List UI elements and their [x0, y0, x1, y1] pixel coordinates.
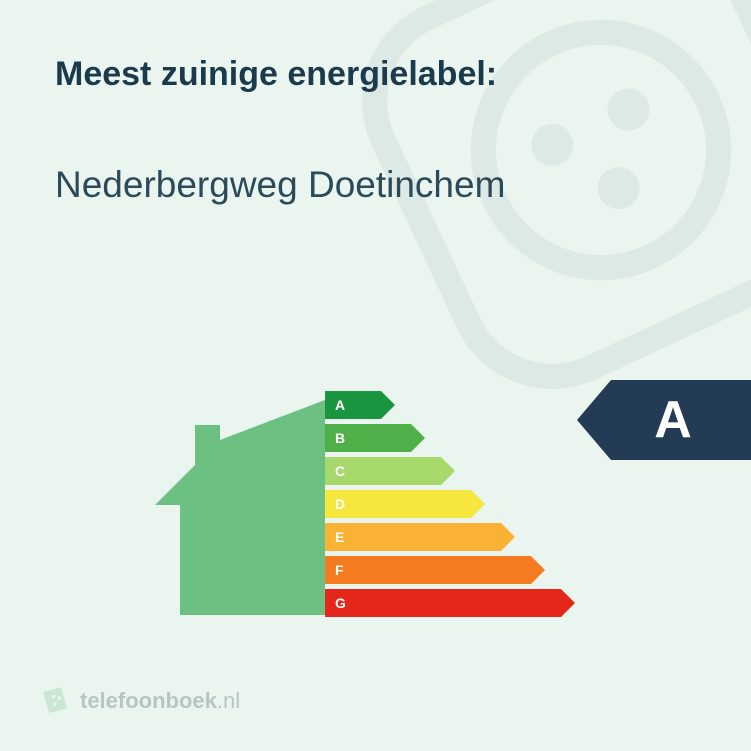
footer-brand-text: telefoonboek.nl	[80, 688, 240, 714]
energy-bar-tip	[501, 523, 515, 551]
page-title: Meest zuinige energielabel:	[55, 55, 696, 94]
energy-bar-label: D	[325, 490, 471, 518]
selected-label-letter: A	[611, 380, 751, 460]
energy-bar-d: D	[325, 487, 575, 520]
selected-label-badge: A	[577, 380, 751, 460]
energy-bar-f: F	[325, 553, 575, 586]
energy-bar-tip	[471, 490, 485, 518]
telefoonboek-logo-icon	[40, 686, 70, 716]
energy-bars: ABCDEFG	[325, 388, 575, 619]
energy-bar-label: B	[325, 424, 411, 452]
energy-bar-label: E	[325, 523, 501, 551]
selected-label-arrow-tip	[577, 380, 611, 460]
energy-bar-a: A	[325, 388, 575, 421]
energy-label-chart: ABCDEFG A	[0, 350, 751, 620]
energy-bar-label: A	[325, 391, 381, 419]
energy-bar-label: G	[325, 589, 561, 617]
energy-bar-label: C	[325, 457, 441, 485]
house-icon	[155, 400, 325, 615]
energy-bar-tip	[531, 556, 545, 584]
energy-bar-tip	[441, 457, 455, 485]
energy-bar-tip	[561, 589, 575, 617]
footer-brand-tld: .nl	[217, 688, 240, 713]
energy-bar-label: F	[325, 556, 531, 584]
energy-bar-b: B	[325, 421, 575, 454]
energy-bar-tip	[411, 424, 425, 452]
card: Meest zuinige energielabel: Nederbergweg…	[0, 0, 751, 751]
energy-bar-g: G	[325, 586, 575, 619]
energy-bar-e: E	[325, 520, 575, 553]
energy-bar-c: C	[325, 454, 575, 487]
address-subtitle: Nederbergweg Doetinchem	[55, 164, 696, 206]
footer-brand-name: telefoonboek	[80, 688, 217, 713]
footer-brand: telefoonboek.nl	[40, 686, 240, 716]
energy-bar-tip	[381, 391, 395, 419]
